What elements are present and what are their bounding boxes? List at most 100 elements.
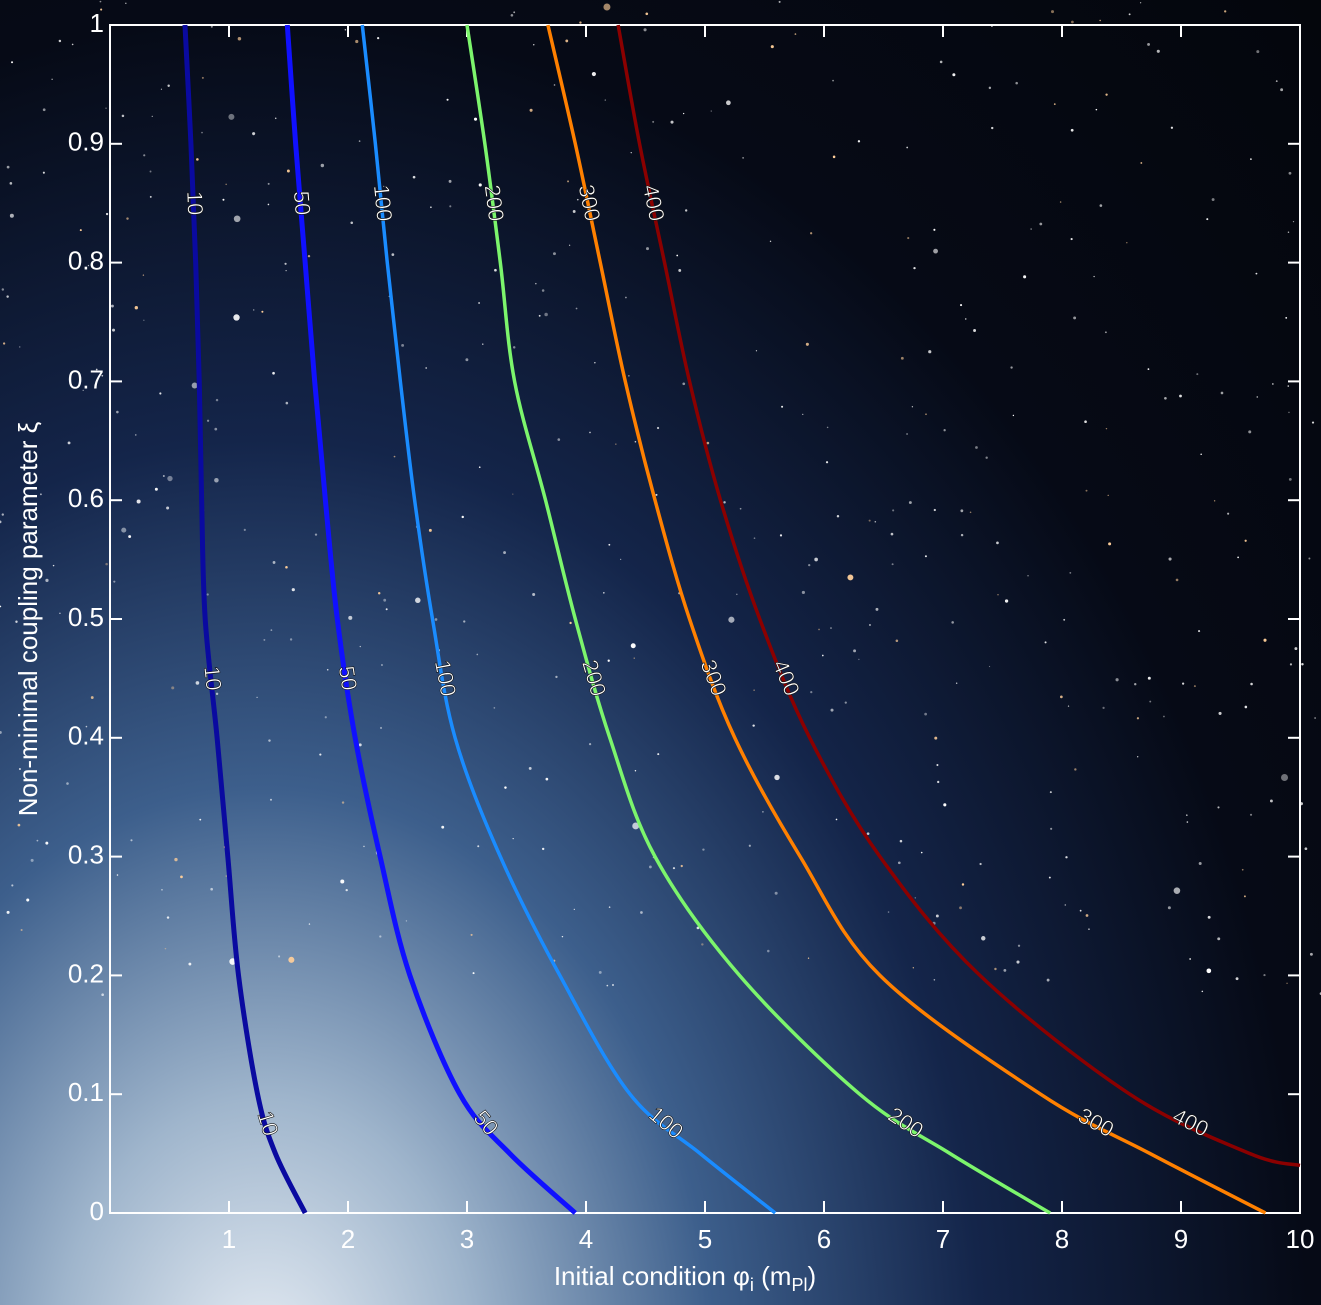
star [1200, 453, 1202, 455]
star [121, 528, 126, 533]
star [685, 209, 687, 211]
star [477, 845, 479, 847]
star [876, 608, 879, 611]
star [1212, 198, 1215, 201]
star [10, 182, 13, 185]
star [533, 44, 534, 45]
star [1285, 317, 1287, 319]
star [781, 406, 783, 408]
star [308, 255, 310, 257]
star [858, 140, 860, 142]
star [1088, 928, 1090, 930]
star [3, 342, 5, 344]
star [1281, 774, 1288, 781]
star [101, 993, 104, 996]
star [826, 461, 828, 463]
star [1050, 791, 1052, 793]
star [573, 210, 576, 213]
star [779, 1, 781, 3]
star [1071, 21, 1074, 24]
star [1134, 683, 1136, 685]
star [853, 649, 856, 652]
star [962, 883, 964, 885]
star [128, 535, 131, 538]
star [833, 156, 836, 159]
star [612, 984, 614, 986]
star [441, 826, 444, 829]
star [901, 357, 904, 360]
star [51, 79, 52, 80]
star [609, 906, 611, 908]
star [0, 606, 1, 608]
star [244, 529, 246, 531]
star [770, 241, 771, 242]
star [646, 247, 649, 250]
star [1263, 974, 1265, 976]
star [350, 221, 353, 224]
x-label-sub: Pl [791, 1275, 807, 1295]
star [1206, 218, 1208, 220]
star [478, 302, 480, 304]
star [380, 727, 382, 729]
star [532, 593, 535, 596]
star [649, 866, 652, 869]
x-tick-label: 2 [341, 1224, 355, 1254]
star [406, 920, 407, 921]
x-tick-label: 1 [222, 1224, 236, 1254]
star [1054, 103, 1056, 105]
star [594, 362, 595, 363]
star [1068, 705, 1069, 706]
star [268, 183, 270, 185]
x-tick-label: 9 [1174, 1224, 1188, 1254]
star [808, 564, 810, 566]
star [1018, 945, 1020, 947]
star [188, 963, 191, 966]
star [1015, 82, 1018, 85]
star [682, 382, 685, 385]
star [479, 466, 481, 468]
star [1071, 238, 1073, 240]
star [53, 565, 54, 566]
star [1312, 422, 1314, 424]
star [167, 916, 169, 918]
chart: Initial condition φi (mPl) Non-minimal c… [0, 0, 1321, 1305]
star [628, 375, 629, 376]
star [449, 205, 451, 207]
star [171, 686, 174, 689]
x-tick-label: 7 [936, 1224, 950, 1254]
star [892, 509, 894, 511]
star [676, 255, 678, 257]
x-label-part: Initial condition φ [554, 1261, 750, 1291]
star [1245, 706, 1248, 709]
star [363, 846, 365, 848]
star [1276, 80, 1278, 82]
star [544, 313, 548, 317]
star [961, 534, 963, 536]
star [222, 199, 224, 201]
star [631, 643, 636, 648]
star [567, 180, 569, 182]
star [278, 955, 280, 957]
star [228, 114, 234, 120]
star [167, 85, 169, 87]
star [286, 402, 289, 405]
star [635, 441, 637, 443]
star [59, 613, 60, 614]
contour-label: 10 [199, 665, 226, 692]
contour-label: 50 [289, 190, 316, 216]
star [346, 889, 348, 891]
star [447, 99, 449, 101]
star [1108, 542, 1111, 545]
star [1221, 392, 1224, 395]
star [285, 270, 286, 271]
star [1242, 869, 1244, 871]
star [10, 214, 14, 218]
star [1270, 800, 1273, 803]
y-axis-label: Non-minimal coupling parameter ξ [13, 421, 43, 816]
star [45, 842, 48, 845]
star [210, 888, 213, 891]
star [0, 521, 1, 524]
star [1290, 663, 1292, 665]
star [906, 147, 908, 149]
star [539, 315, 541, 317]
